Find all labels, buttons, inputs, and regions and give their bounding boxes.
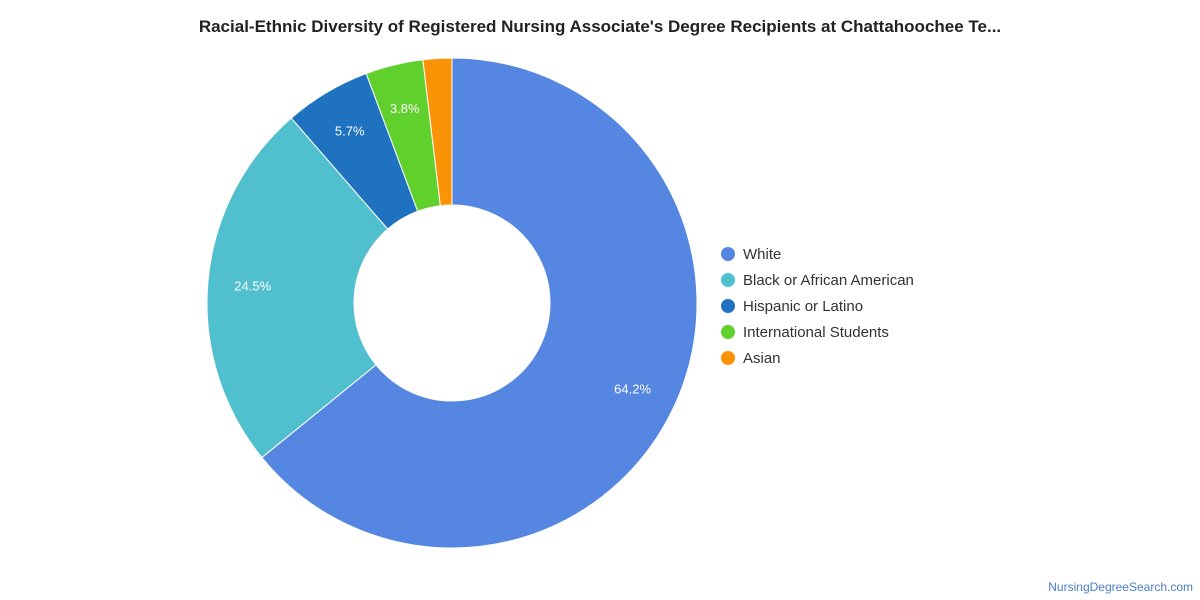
legend-item[interactable]: Asian (721, 345, 914, 371)
legend-item[interactable]: Black or African American (721, 267, 914, 293)
data-label-white: 64.2% (614, 381, 651, 396)
legend-marker-icon (721, 351, 735, 365)
data-label-hispanic-or-latino: 5.7% (335, 124, 365, 139)
slice-black-or-african-american[interactable] (206, 117, 389, 459)
legend-item[interactable]: Hispanic or Latino (721, 293, 914, 319)
legend-marker-icon (721, 299, 735, 313)
slice-labels: 64.2% 24.5% 5.7% 3.8% (234, 101, 651, 396)
legend-label: Black or African American (743, 271, 914, 289)
legend-item[interactable]: White (721, 241, 914, 267)
legend: White Black or African American Hispanic o… (721, 241, 914, 371)
legend-marker-icon (721, 247, 735, 261)
data-label-international-students: 3.8% (390, 101, 420, 116)
legend-item[interactable]: International Students (721, 319, 914, 345)
legend-marker-icon (721, 273, 735, 287)
legend-label: White (743, 245, 782, 263)
slices (206, 57, 698, 549)
slice-asian[interactable] (422, 57, 453, 207)
chart-title: Racial-Ethnic Diversity of Registered Nu… (198, 17, 1002, 36)
slice-white[interactable] (261, 57, 698, 549)
legend-label: International Students (743, 323, 889, 341)
legend-label: Hispanic or Latino (743, 297, 864, 315)
watermark[interactable]: NursingDegreeSearch.com (1048, 580, 1193, 594)
data-label-black-or-african-american: 24.5% (234, 278, 271, 293)
legend-label: Asian (743, 349, 781, 367)
legend-marker-icon (721, 325, 735, 339)
